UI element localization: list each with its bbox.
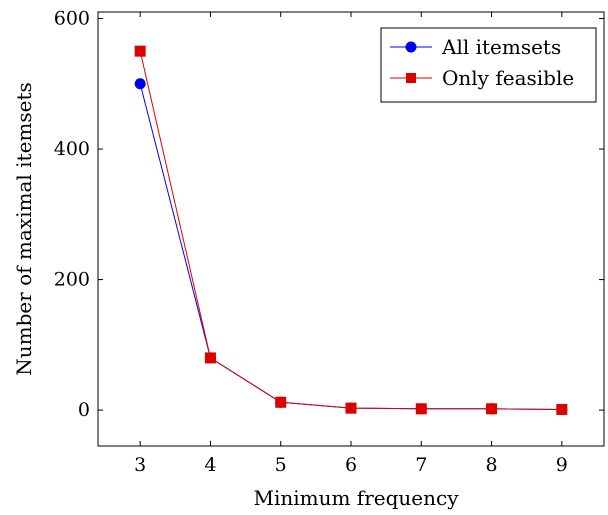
axis-ticks: 3 4 5 6 7 8 9 0 200 400 600 [54,8,604,476]
y-tick-label: 0 [78,399,90,421]
data-point-only-feasible [204,352,216,364]
data-point-only-feasible [134,45,146,57]
x-tick-label: 4 [204,454,216,476]
legend-label-all-itemsets: All itemsets [441,35,561,59]
series-line-only-feasible [139,51,562,410]
legend-marker-all-itemsets [405,41,417,53]
y-tick-label: 600 [54,8,90,30]
x-tick-label: 6 [345,454,357,476]
x-tick-label: 9 [556,454,568,476]
series-layer [134,45,568,415]
legend-marker-only-feasible [406,73,416,83]
series-line-all-itemsets [139,83,562,410]
x-tick-label: 7 [415,454,427,476]
x-axis-label: Minimum frequency [253,486,459,510]
data-point-only-feasible [275,396,287,408]
legend: All itemsets Only feasible [380,27,597,103]
y-tick-label: 200 [54,269,90,291]
y-tick-label: 400 [54,138,90,160]
data-point-all-itemsets [134,78,146,90]
x-tick-label: 8 [486,454,498,476]
x-tick-label: 5 [275,454,287,476]
data-point-only-feasible [556,403,568,415]
y-axis-label: Number of maximal itemsets [12,82,36,376]
data-point-only-feasible [415,403,427,415]
x-tick-label: 3 [134,454,146,476]
data-point-only-feasible [345,402,357,414]
data-point-only-feasible [486,403,498,415]
legend-label-only-feasible: Only feasible [442,66,574,90]
legend-box [380,27,597,103]
